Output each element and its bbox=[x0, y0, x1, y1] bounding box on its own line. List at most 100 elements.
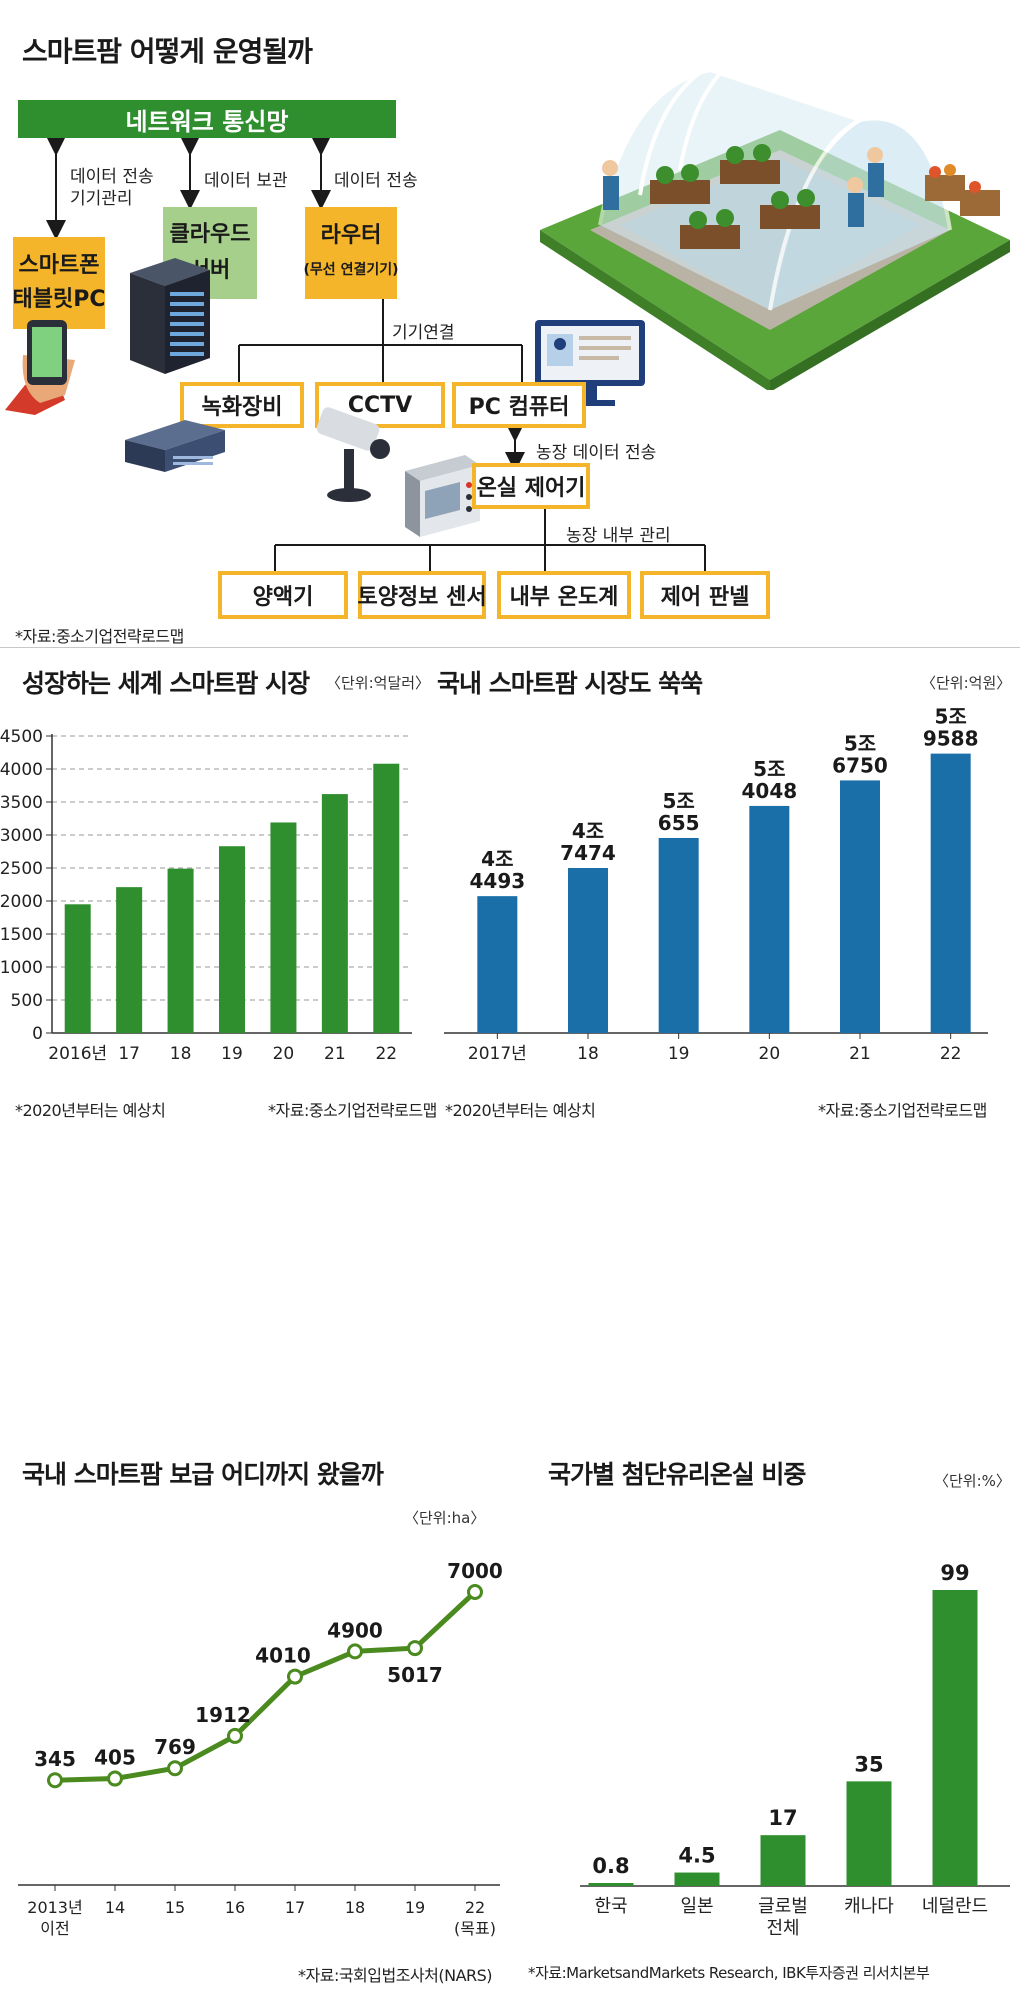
y-tick-label: 0 bbox=[32, 1024, 43, 1044]
sensor-soil-box: 토양정보 센서 bbox=[357, 571, 487, 619]
x-tick-label: (목표) bbox=[454, 1919, 496, 1938]
x-tick-label: 캐나다 bbox=[844, 1896, 894, 1917]
bar bbox=[64, 904, 91, 1033]
bar bbox=[749, 805, 790, 1033]
data-label-line1: 5조 bbox=[663, 789, 695, 813]
bar bbox=[932, 1590, 978, 1886]
cloud-arrow-label: 데이터 보관 bbox=[204, 171, 288, 191]
data-point bbox=[347, 1643, 363, 1660]
bar bbox=[588, 1883, 634, 1886]
x-tick-label: 15 bbox=[165, 1898, 185, 1917]
data-label-line2: 4048 bbox=[741, 779, 797, 803]
greenhouse-illustration bbox=[540, 35, 1010, 390]
bar bbox=[219, 846, 245, 1033]
data-label: 345 bbox=[34, 1747, 76, 1771]
domestic-market-chart: 4조44932017년4조7474185조655195조4048205조6750… bbox=[444, 705, 988, 1064]
data-point bbox=[107, 1770, 123, 1787]
network-bar: 네트워크 통신망 bbox=[18, 100, 396, 138]
y-tick-label: 1500 bbox=[0, 925, 43, 945]
y-tick-label: 4500 bbox=[0, 727, 43, 747]
bar bbox=[658, 837, 699, 1033]
global-chart-title: 성장하는 세계 스마트팜 시장 bbox=[22, 669, 310, 698]
data-label-line2: 7474 bbox=[560, 841, 616, 865]
data-label: 17 bbox=[768, 1806, 797, 1830]
network-arrows bbox=[46, 138, 331, 238]
x-tick-label: 17 bbox=[118, 1044, 140, 1064]
y-tick-label: 4000 bbox=[0, 760, 43, 780]
x-tick-label: 22 bbox=[940, 1044, 962, 1064]
smartphone-hand-icon bbox=[5, 320, 75, 415]
bar bbox=[930, 753, 971, 1033]
router-box: 라우터 (무선 연결기기) bbox=[304, 207, 398, 299]
router-label-1: 라우터 bbox=[320, 223, 382, 248]
data-label-line2: 655 bbox=[658, 811, 700, 835]
x-tick-label: 16 bbox=[225, 1898, 245, 1917]
data-point bbox=[47, 1772, 63, 1789]
smartphone-label-2: 태블릿PC bbox=[12, 287, 106, 312]
x-tick-label: 14 bbox=[105, 1898, 125, 1917]
data-label: 7000 bbox=[447, 1559, 503, 1583]
data-label: 4010 bbox=[255, 1644, 311, 1668]
data-label: 4.5 bbox=[678, 1844, 715, 1868]
cloud-label-1: 클라우드 bbox=[169, 222, 251, 247]
bar bbox=[674, 1872, 720, 1886]
x-tick-label: 21 bbox=[849, 1044, 871, 1064]
x-tick-label: 22 bbox=[465, 1898, 485, 1917]
farm-data-label: 농장 데이터 전송 bbox=[536, 443, 657, 463]
x-tick-label: 2017년 bbox=[468, 1044, 527, 1064]
data-label: 769 bbox=[154, 1735, 196, 1759]
y-tick-label: 500 bbox=[11, 991, 43, 1011]
data-label-line1: 4조 bbox=[572, 819, 604, 843]
sensor-thermometer-box: 내부 온도계 bbox=[497, 571, 631, 619]
bar bbox=[840, 780, 880, 1033]
farm-data-arrow bbox=[505, 428, 525, 468]
data-label: 99 bbox=[940, 1561, 969, 1585]
diagram-title: 스마트팜 어떻게 운영될까 bbox=[22, 35, 313, 68]
device-recorder-box: 녹화장비 bbox=[180, 382, 304, 428]
recorder-icon bbox=[125, 420, 225, 472]
data-point bbox=[287, 1668, 303, 1685]
phone-arrow-label-2: 기기관리 bbox=[70, 189, 133, 209]
domestic-chart-note: *2020년부터는 예상치 bbox=[445, 1101, 596, 1120]
global-chart-source: *자료:중소기업전략로드맵 bbox=[268, 1101, 437, 1120]
device-wiring bbox=[238, 299, 523, 383]
bar bbox=[116, 887, 143, 1033]
x-tick-label: 네덜란드 bbox=[922, 1896, 988, 1917]
monitor-icon bbox=[535, 320, 645, 406]
sensor-nutrient-box: 양액기 bbox=[218, 571, 348, 619]
controller-panel-icon bbox=[405, 455, 480, 537]
bar bbox=[270, 822, 297, 1033]
y-tick-label: 3000 bbox=[0, 826, 43, 846]
x-tick-label: 22 bbox=[375, 1044, 397, 1064]
bar bbox=[846, 1781, 892, 1886]
data-label: 1912 bbox=[195, 1703, 251, 1727]
x-tick-label: 21 bbox=[324, 1044, 346, 1064]
domestic-chart-title: 국내 스마트팜 시장도 쑥쑥 bbox=[437, 669, 703, 698]
data-label: 405 bbox=[94, 1746, 136, 1770]
y-tick-label: 2500 bbox=[0, 859, 43, 879]
y-tick-label: 3500 bbox=[0, 793, 43, 813]
x-tick-label: 20 bbox=[273, 1044, 295, 1064]
greenhouse-controller-box: 온실 제어기 bbox=[472, 463, 590, 509]
global-market-chart: 0 500 1000 1500 2000 2500 3000 3500 4000 4500 2016… bbox=[0, 727, 412, 1064]
x-tick-label: 19 bbox=[668, 1044, 690, 1064]
x-tick-label: 19 bbox=[221, 1044, 243, 1064]
series-line bbox=[54, 1590, 477, 1783]
data-label: 5017 bbox=[387, 1663, 443, 1687]
cctv-camera-icon bbox=[316, 407, 390, 502]
data-label: 35 bbox=[854, 1752, 883, 1776]
domestic-chart-source: *자료:중소기업전략로드맵 bbox=[818, 1101, 987, 1120]
data-point bbox=[467, 1584, 483, 1600]
data-label-line1: 5조 bbox=[753, 757, 785, 781]
data-label: 4900 bbox=[327, 1618, 383, 1642]
country-chart-source: *자료:MarketsandMarkets Research, IBK투자증권 … bbox=[528, 1964, 930, 1982]
data-label-line1: 5조 bbox=[844, 731, 876, 755]
global-chart-note: *2020년부터는 예상치 bbox=[15, 1101, 166, 1120]
data-label-line1: 4조 bbox=[481, 847, 513, 871]
x-tick-label: 한국 bbox=[594, 1896, 627, 1917]
x-tick-label: 전체 bbox=[766, 1918, 799, 1939]
spread-chart-title: 국내 스마트팜 보급 어디까지 왔을까 bbox=[22, 1460, 384, 1489]
farm-internal-label: 농장 내부 관리 bbox=[566, 526, 671, 546]
domestic-chart-unit: 〈단위:억원〉 bbox=[921, 674, 1012, 692]
